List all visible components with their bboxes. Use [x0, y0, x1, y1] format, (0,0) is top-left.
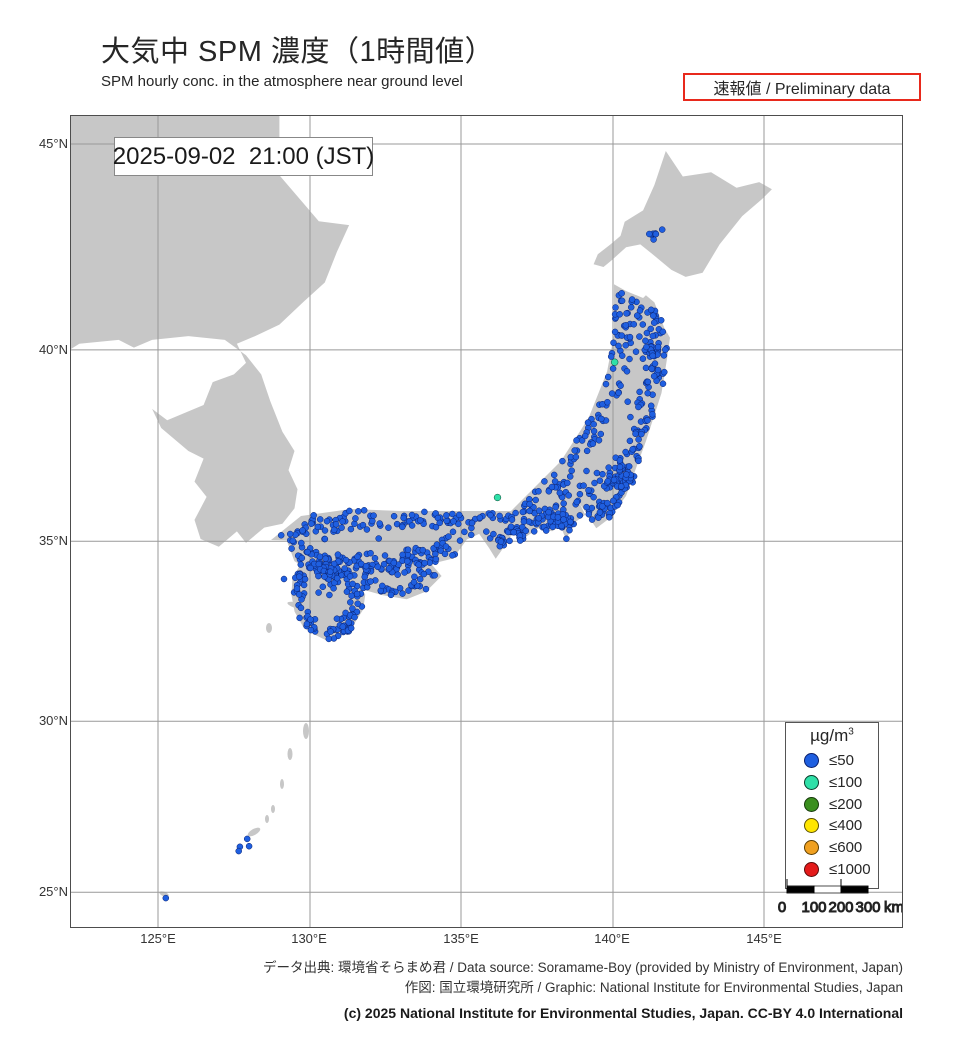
svg-text:km: km: [884, 899, 903, 916]
svg-text:300: 300: [855, 899, 880, 916]
svg-text:0: 0: [778, 899, 786, 916]
svg-text:100: 100: [801, 899, 826, 916]
svg-text:200: 200: [828, 899, 853, 916]
